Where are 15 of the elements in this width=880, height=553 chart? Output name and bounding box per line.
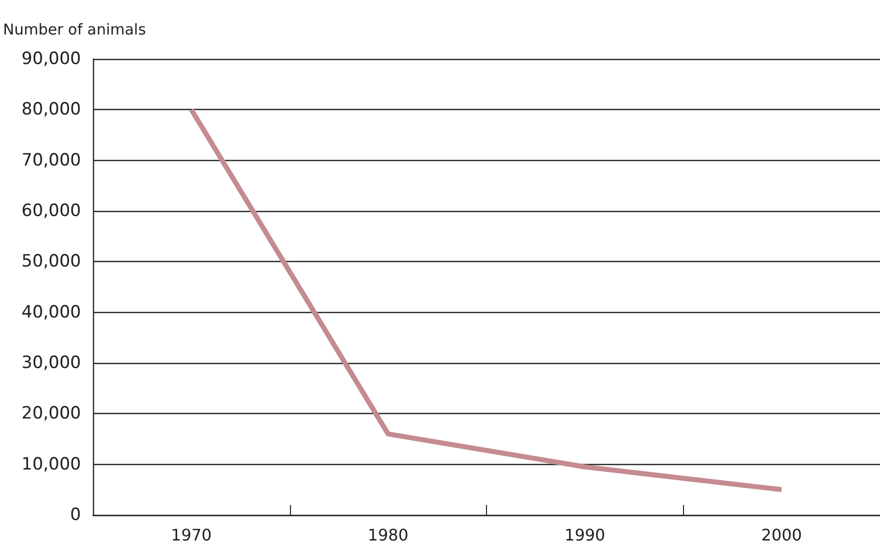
- y-tick-label: 50,000: [22, 252, 81, 272]
- y-axis-title: Number of animals: [3, 20, 146, 38]
- y-tick-label: 60,000: [22, 201, 81, 221]
- x-tick-label: 1980: [368, 526, 408, 544]
- y-tick-label: 90,000: [22, 49, 81, 69]
- x-tick-label: 1990: [564, 526, 606, 544]
- y-tick-label: 20,000: [22, 404, 81, 424]
- y-tick-label: 40,000: [22, 302, 81, 322]
- x-tick-label: 1970: [171, 526, 212, 544]
- y-tick-label: 70,000: [22, 150, 81, 170]
- y-tick-label: 10,000: [22, 454, 81, 474]
- x-tick-label: 2000: [761, 526, 802, 544]
- y-tick-label: 80,000: [22, 100, 81, 120]
- y-tick-label: 0: [70, 505, 81, 525]
- y-tick-label: 30,000: [22, 353, 81, 373]
